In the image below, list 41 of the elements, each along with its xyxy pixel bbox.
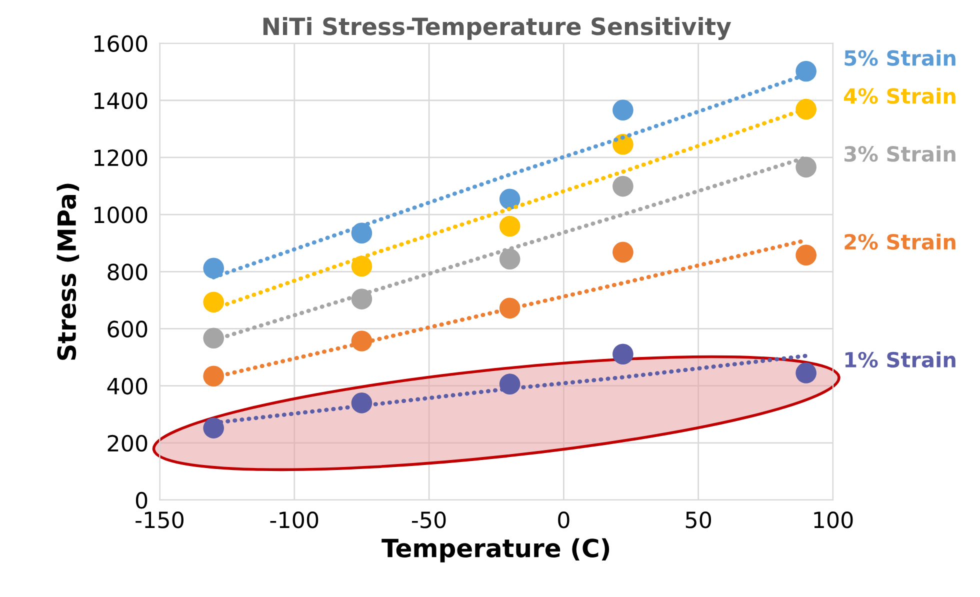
point	[203, 366, 224, 387]
x-tick-label: -100	[270, 511, 318, 528]
point	[796, 244, 816, 266]
y-tick-label: 1600	[94, 35, 148, 52]
point	[203, 292, 224, 313]
y-axis-title: Stress (MPa)	[56, 184, 80, 360]
point	[499, 248, 520, 270]
y-tick-label: 400	[107, 378, 148, 395]
series-label: 4% Strain	[844, 88, 956, 104]
y-tick-label: 1400	[94, 92, 148, 110]
point	[796, 156, 816, 178]
x-tick-label: -150	[136, 511, 184, 528]
point	[203, 418, 224, 438]
point	[499, 188, 520, 210]
point	[796, 98, 816, 120]
point	[612, 100, 634, 120]
series-label: 2% Strain	[844, 234, 956, 250]
x-tick-label: -50	[412, 511, 446, 528]
point	[612, 242, 634, 263]
x-tick-label: 100	[814, 511, 853, 528]
point	[796, 362, 816, 384]
series-label: 3% Strain	[844, 146, 956, 162]
point	[796, 60, 816, 82]
point	[612, 344, 634, 365]
y-tick-label: 600	[108, 320, 148, 338]
point	[612, 176, 634, 197]
point	[499, 216, 520, 237]
series-label: 5% Strain	[844, 50, 956, 66]
x-tick-label: 50	[686, 511, 712, 528]
x-tick-label: 0	[558, 511, 570, 528]
point	[351, 256, 372, 277]
point	[203, 258, 224, 279]
series-label: 1% Strain	[845, 351, 956, 368]
y-tick-label: 0	[136, 492, 148, 509]
point	[203, 328, 224, 349]
x-axis-title: Temperature (C)	[382, 538, 610, 562]
y-tick-label: 1000	[94, 206, 148, 224]
y-tick-label: 800	[108, 264, 148, 280]
y-tick-label: 1200	[94, 149, 148, 166]
y-tick-label: 200	[108, 434, 148, 452]
chart-title: NiTi Stress-Temperature Sensitivity	[263, 17, 732, 40]
